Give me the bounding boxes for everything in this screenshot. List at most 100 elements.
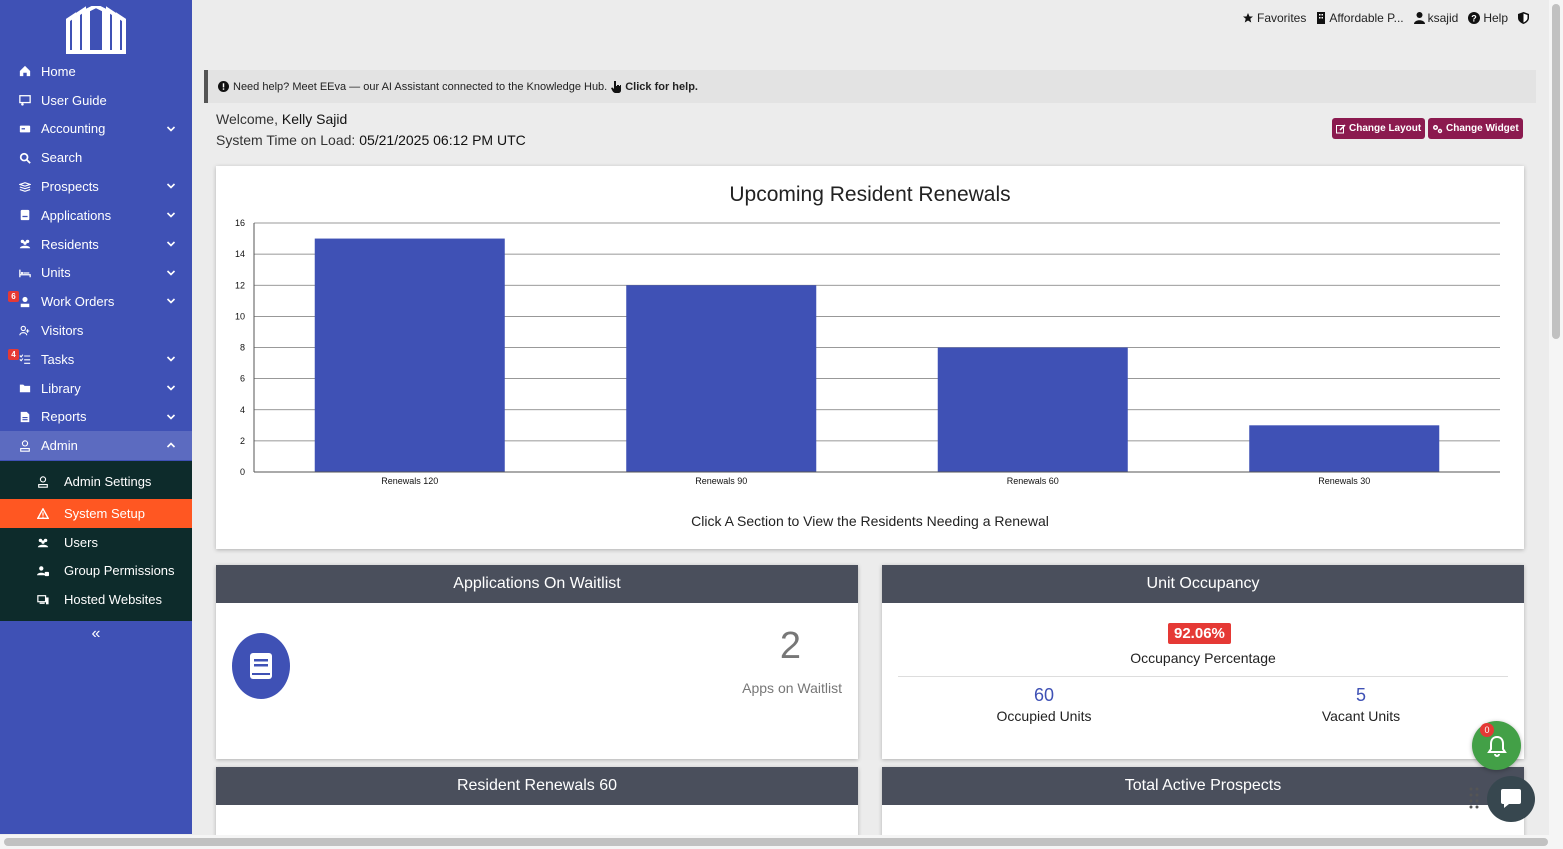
- logo-icon[interactable]: [64, 6, 128, 54]
- chat-bubble-icon: [1501, 789, 1521, 808]
- renewals-bar-chart: 0 2 4 6 8 10 12 14 16 Renewals 120 Renewals 90 Rene…: [235, 218, 1500, 486]
- sidebar-item-tasks[interactable]: 4 Tasks: [0, 345, 192, 374]
- horizontal-scrollbar[interactable]: [0, 835, 1549, 849]
- user-icon: [1413, 12, 1425, 24]
- chart-bar[interactable]: [937, 347, 1128, 473]
- system-time-value: 05/21/2025 06:12 PM UTC: [359, 132, 526, 148]
- group-permissions-icon: [37, 565, 49, 576]
- property-selector[interactable]: Affordable P...: [1316, 11, 1404, 25]
- sidebar-item-library[interactable]: Library: [0, 374, 192, 403]
- sidebar-item-home[interactable]: Home: [0, 57, 192, 86]
- waitlist-count[interactable]: 2: [779, 625, 801, 667]
- y-tick-label: 8: [240, 343, 245, 353]
- occupied-units-stat[interactable]: 60 Occupied Units: [944, 685, 1144, 724]
- resident-renewals-widget: Upcoming Resident Renewals 0 2 4 6 8 10 12 14 16…: [216, 166, 1524, 549]
- occupancy-percent-badge: 92.06%: [1168, 623, 1231, 644]
- x-tick-label: Renewals 120: [381, 476, 438, 486]
- help-link[interactable]: ? Help: [1468, 11, 1508, 25]
- submenu-item-users[interactable]: Users: [0, 528, 192, 557]
- change-layout-button[interactable]: Change Layout: [1332, 118, 1426, 139]
- sidebar-item-label: Tasks: [41, 351, 75, 367]
- sidebar-item-user-guide[interactable]: User Guide: [0, 86, 192, 115]
- submenu-item-label: Users: [64, 535, 98, 550]
- y-tick-label: 16: [235, 218, 245, 228]
- sidebar: Home User Guide Accounting Search Prospects A…: [0, 0, 192, 834]
- resident-renewals-60-widget: Resident Renewals 60: [216, 767, 858, 837]
- x-tick-label: Renewals 90: [695, 476, 747, 486]
- sidebar-item-visitors[interactable]: Visitors: [0, 316, 192, 345]
- vacant-units-count: 5: [1355, 685, 1366, 705]
- sidebar-item-work-orders[interactable]: 6 Work Orders: [0, 287, 192, 316]
- sidebar-item-residents[interactable]: Residents: [0, 230, 192, 259]
- star-icon: [1242, 13, 1253, 23]
- pointer-hand-icon: [611, 80, 622, 93]
- user-menu[interactable]: ksajid: [1413, 11, 1459, 25]
- sidebar-item-prospects[interactable]: Prospects: [0, 172, 192, 201]
- reports-icon: [20, 411, 30, 423]
- residents-icon: [19, 239, 31, 249]
- sidebar-nav: Home User Guide Accounting Search Prospects A…: [0, 57, 192, 461]
- x-tick-label: Renewals 30: [1318, 476, 1370, 486]
- chart-bar[interactable]: [1249, 425, 1440, 472]
- edit-icon: [1336, 123, 1346, 133]
- occupancy-title: Unit Occupancy: [882, 565, 1524, 603]
- sidebar-item-accounting[interactable]: Accounting: [0, 115, 192, 144]
- banner-help-link[interactable]: Click for help.: [625, 80, 698, 93]
- sidebar-item-label: User Guide: [41, 92, 107, 108]
- sidebar-item-admin[interactable]: Admin: [0, 431, 192, 461]
- favorites-link[interactable]: Favorites: [1242, 11, 1306, 25]
- sidebar-item-search[interactable]: Search: [0, 143, 192, 172]
- admin-submenu: Admin Settings System Setup Users Group Per…: [0, 461, 192, 621]
- vacant-units-stat[interactable]: 5 Vacant Units: [1261, 685, 1461, 724]
- y-tick-label: 0: [240, 467, 245, 477]
- x-tick-label: Renewals 60: [1007, 476, 1059, 486]
- total-active-prospects-widget: Total Active Prospects: [882, 767, 1524, 837]
- chevron-down-icon: [166, 385, 176, 391]
- sidebar-item-reports[interactable]: Reports: [0, 403, 192, 432]
- occupancy-divider: [898, 676, 1508, 677]
- help-label: Help: [1483, 11, 1508, 25]
- security-toggle[interactable]: [1518, 12, 1529, 24]
- submenu-item-label: Hosted Websites: [64, 592, 163, 607]
- chevron-down-icon: [166, 183, 176, 189]
- sidebar-item-label: Reports: [41, 409, 87, 425]
- accounting-icon: [19, 125, 31, 133]
- collapse-sidebar-button[interactable]: «: [91, 625, 101, 642]
- waitlist-title: Applications On Waitlist: [216, 565, 858, 603]
- change-widget-button[interactable]: Change Widget: [1428, 118, 1523, 139]
- chart-bar[interactable]: [314, 238, 505, 472]
- applications-icon: [20, 210, 30, 221]
- waitlist-book-icon: [232, 633, 290, 699]
- chart-footer: Click A Section to View the Residents Ne…: [691, 513, 1049, 529]
- sidebar-item-label: Prospects: [41, 179, 99, 195]
- sidebar-badge: 6: [8, 291, 19, 303]
- user-label: ksajid: [1427, 11, 1459, 25]
- building-icon: [1317, 12, 1326, 24]
- info-circle-icon: [218, 81, 229, 92]
- chevron-down-icon: [166, 270, 176, 276]
- topbar: Favorites Affordable P... ksajid ? Help: [1242, 11, 1529, 25]
- property-label: Affordable P...: [1329, 11, 1404, 25]
- vertical-scrollbar[interactable]: [1549, 0, 1563, 849]
- chat-button[interactable]: [1487, 776, 1535, 822]
- chart-bar[interactable]: [626, 285, 817, 472]
- waitlist-label: Apps on Waitlist: [742, 680, 842, 696]
- help-banner: Need help? Meet EEva — our AI Assistant …: [204, 70, 1536, 103]
- users-icon: [37, 538, 49, 547]
- submenu-item-admin-settings[interactable]: Admin Settings: [0, 467, 192, 496]
- sidebar-item-units[interactable]: Units: [0, 259, 192, 288]
- chevron-down-icon: [166, 298, 176, 305]
- chevron-down-icon: [166, 126, 176, 132]
- drag-handle-icon[interactable]: [1469, 787, 1479, 809]
- chevron-down-icon: [166, 413, 176, 420]
- visitors-icon: [19, 325, 30, 335]
- work-orders-icon: [20, 296, 30, 307]
- submenu-item-system-setup[interactable]: System Setup: [0, 499, 192, 528]
- submenu-item-group-permissions[interactable]: Group Permissions: [0, 556, 192, 585]
- prospects-icon: [19, 181, 31, 192]
- hosted-websites-icon: [37, 594, 49, 604]
- units-icon: [19, 269, 31, 278]
- shield-icon: [1518, 12, 1529, 24]
- sidebar-item-applications[interactable]: Applications: [0, 201, 192, 230]
- submenu-item-hosted-websites[interactable]: Hosted Websites: [0, 585, 192, 614]
